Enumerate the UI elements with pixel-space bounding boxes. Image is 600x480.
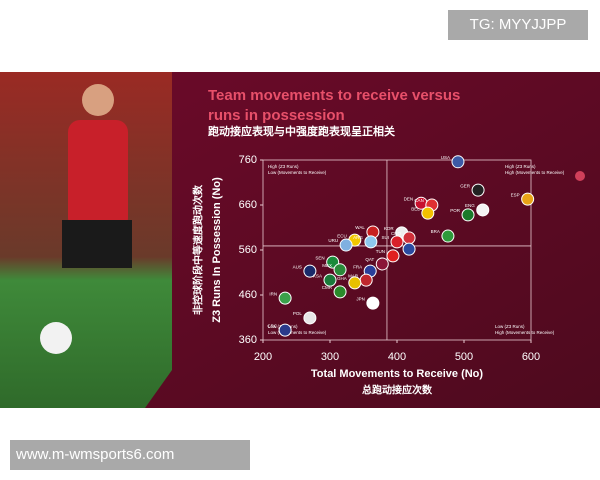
y-tick-label: 760 [239,154,257,166]
x-tick-label: 200 [254,351,272,363]
team-label: SEN [315,255,324,260]
team-label: ECU [337,233,347,238]
team-label: URU [328,238,338,243]
chart-title: runs in possession [208,107,345,124]
team-flag [386,249,400,263]
team-flag [348,276,362,290]
player-head [82,84,114,116]
y-tick-label: 660 [239,199,257,211]
team-label: BRA [431,229,440,234]
team-flag [364,235,378,249]
quadrant-note: High (Movements to Receive) [495,330,555,335]
ball [40,322,72,354]
team-label: GER [460,183,471,188]
team-flag [471,183,485,197]
team-label: ESP [511,192,520,197]
team-flag [402,231,416,245]
team-label: CRO [391,231,401,236]
team-flag [521,192,535,206]
y-tick-label: 460 [239,289,257,301]
chart-subtitle: 跑动接应表现与中强度跑表现呈正相关 [208,124,395,138]
team-label: WAL [355,225,365,230]
quadrant-note: High (Z3 Runs) [505,164,536,169]
team-flag [303,264,317,278]
quadrant-note: High (Z3 Runs) [268,164,299,169]
team-flag [303,311,317,325]
team-label: AUS [293,264,302,269]
x-tick-label: 600 [522,351,540,363]
y-axis-label: Z3 Runs In Possession (No) [211,177,223,323]
x-tick-label: 500 [455,351,473,363]
team-label: MAR [348,273,359,278]
team-label: FRA [353,264,362,269]
team-label: CRC [267,323,277,328]
team-label: JPN [356,296,365,301]
team-label: KSA [313,273,322,278]
team-label: GHA [337,276,347,281]
y-tick-label: 360 [239,334,257,346]
team-flag [421,206,435,220]
team-flag [375,257,389,271]
team-flag [278,323,292,337]
player-shirt [68,120,128,230]
team-flag [333,263,347,277]
team-label: SUI [381,235,389,240]
team-label: MEX [322,263,332,268]
player-shorts [62,220,132,268]
team-label: POL [293,311,303,316]
y-tick-label: 560 [239,244,257,256]
team-flag [359,273,373,287]
team-label: KOR [384,226,395,231]
team-label: ARG [353,235,363,240]
decor-dot [575,171,585,181]
quadrant-note: Low (Movements to Receive) [268,330,327,335]
x-tick-label: 300 [321,351,339,363]
team-flag [333,285,347,299]
x-axis-label-cn: 总跑动接应次数 [362,384,433,397]
x-axis-label: Total Movements to Receive (No) [311,368,483,380]
team-label: POR [450,208,461,213]
team-flag [402,242,416,256]
team-label: DEN [404,196,414,201]
team-label: TUN [376,249,385,254]
team-flag [476,203,490,217]
team-flag [451,155,465,169]
infographic: Team movements to receive versus runs in … [0,72,600,408]
x-tick-label: 400 [388,351,406,363]
chart-title: Team movements to receive versus [208,87,460,104]
team-label: IRN [269,291,277,296]
team-flag [278,291,292,305]
team-label: CAN [414,198,424,203]
team-flag [461,208,475,222]
team-label: BEL [411,206,420,211]
quadrant-note: Low (Movements to Receive) [268,170,327,175]
quadrant-note: High (Movements to Receive) [505,170,565,175]
chart: Team movements to receive versus runs in … [192,87,565,397]
team-label: ENG [465,203,475,208]
team-label: CMR [322,285,333,290]
team-flag [366,296,380,310]
team-flag [390,235,404,249]
team-label: USA [441,155,450,160]
top-tag: TG: MYYJJPP [448,10,588,40]
team-flag [323,273,337,287]
y-axis-label-cn: 非控球阶段中等速度跑动次数 [192,184,205,315]
team-flag [441,229,455,243]
team-flag [339,238,353,252]
bottom-tag: www.m-wmsports6.com [10,440,250,470]
team-label: QAT [365,257,374,262]
quadrant-note: Low (Z3 Runs) [495,324,525,329]
